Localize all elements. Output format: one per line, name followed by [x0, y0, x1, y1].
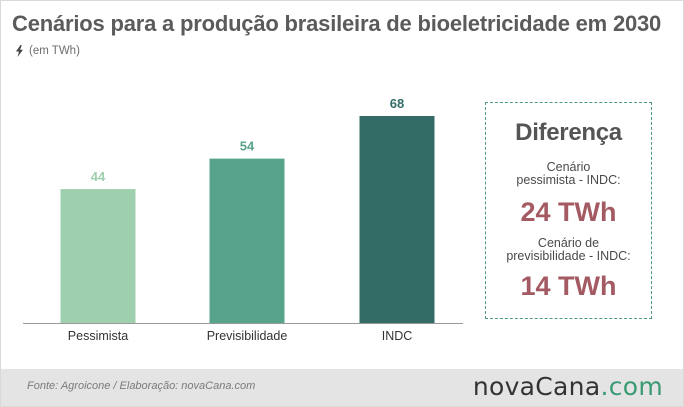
- data-label-previsibilidade: 54: [240, 139, 255, 154]
- bar-previsibilidade: [209, 158, 285, 323]
- bar-indc: [359, 116, 435, 323]
- callout-item1-value: 24 TWh: [520, 197, 617, 227]
- data-label-indc: 68: [390, 96, 404, 111]
- brand-logo: novaCana.com: [473, 372, 663, 401]
- chart-title: Cenários para a produção brasileira de b…: [12, 11, 662, 36]
- category-label-indc: INDC: [382, 329, 413, 343]
- brand-suffix: .com: [600, 372, 663, 401]
- unit-row: (em TWh): [15, 45, 80, 57]
- callout-item1-label-line2: pessimista - INDC:: [516, 173, 621, 187]
- unit-label: (em TWh): [29, 45, 80, 57]
- callout-title: Diferença: [515, 119, 622, 146]
- callout-item2-value: 14 TWh: [520, 271, 617, 301]
- lightning-bolt-icon: [16, 45, 23, 57]
- footer-bar: Fonte: Agroicone / Elaboração: novaCana.…: [1, 369, 683, 406]
- callout-item1-label-line1: Cenário: [546, 160, 591, 174]
- source-credit: Fonte: Agroicone / Elaboração: novaCana.…: [27, 380, 256, 392]
- data-label-pessimista: 44: [91, 169, 106, 184]
- category-label-pessimista: Pessimista: [68, 329, 128, 343]
- difference-callout: Diferença Cenário pessimista - INDC: 24 …: [485, 102, 652, 319]
- bar-chart: 44 Pessimista 54 Previsibilidade 68 INDC: [23, 96, 463, 343]
- category-label-previsibilidade: Previsibilidade: [207, 329, 288, 343]
- brand-main: novaCana: [472, 372, 601, 401]
- callout-item2-label-line1: Cenário de: [537, 236, 600, 250]
- callout-item2-label-line2: previsibilidade - INDC:: [506, 249, 631, 263]
- bar-pessimista: [60, 189, 136, 323]
